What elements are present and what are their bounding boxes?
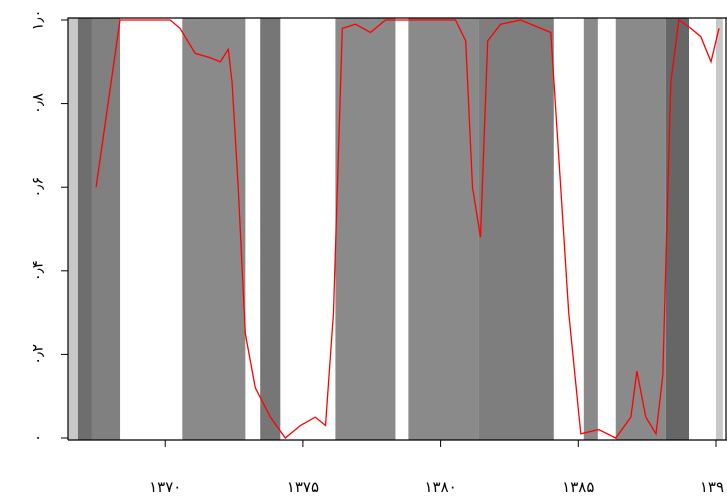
x-tick-label: ۱۳۷۰ [149, 478, 181, 496]
shade-band [78, 18, 92, 440]
y-tick-label: ۰٫۶ [29, 177, 47, 198]
shade-band [260, 18, 280, 440]
shade-band [716, 18, 723, 440]
chart: ۰ ۰٫۲ ۰٫۴ ۰٫۶ ۰٫۸ ۱٫۰ ۱۳۷۰ ۱۳۷۵ ۱۳۸۰ ۱۳۸۵ ۱۳۹۰ [0, 0, 727, 504]
shade-band [335, 18, 395, 440]
x-tick-label: ۱۳۸۰ [424, 478, 456, 496]
x-tick-label: ۱۳۹۰ [700, 478, 727, 496]
x-tick-label: ۱۳۸۵ [562, 478, 594, 496]
shade-band [666, 18, 689, 440]
shade-band [479, 18, 554, 440]
shade-band [68, 18, 78, 440]
y-tick-label: ۰ [29, 434, 47, 442]
shade-band [92, 18, 120, 440]
y-tick-label: ۰٫۴ [29, 260, 47, 281]
shade-band [616, 18, 666, 440]
y-tick-label: ۰٫۲ [29, 344, 47, 365]
x-tick-label: ۱۳۷۵ [287, 478, 319, 496]
shade-band [584, 18, 598, 440]
y-tick-label: ۰٫۸ [29, 93, 47, 114]
shading-layer [68, 18, 723, 440]
shade-band [182, 18, 245, 440]
y-tick-label: ۱٫۰ [29, 10, 47, 31]
